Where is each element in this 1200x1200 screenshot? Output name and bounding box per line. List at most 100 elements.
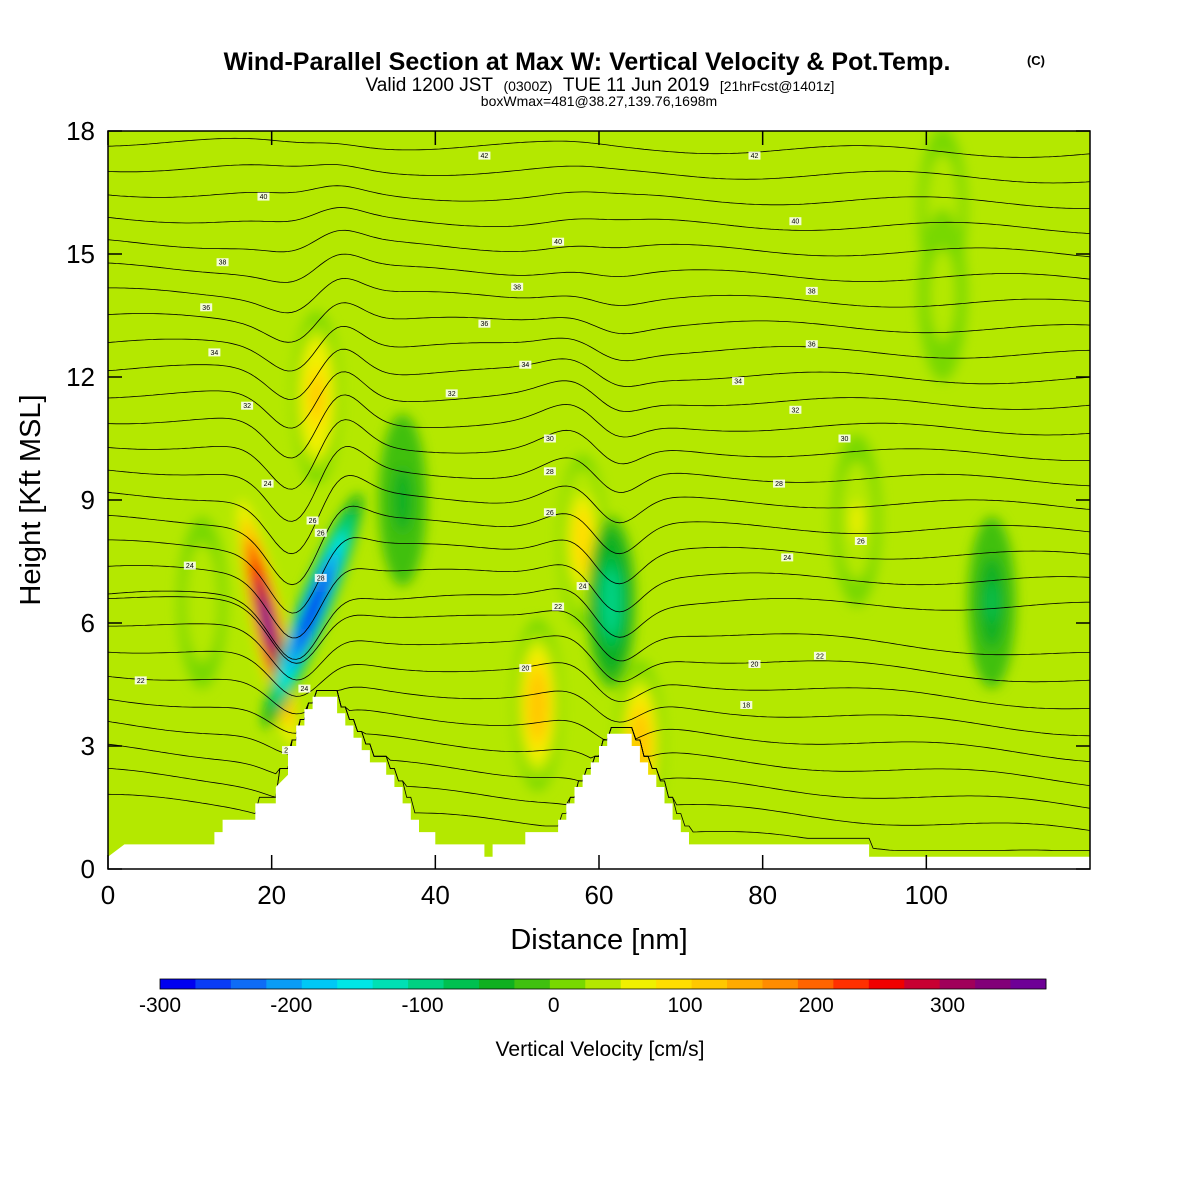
contour-label: 34 xyxy=(519,360,532,369)
contour-label-text: 24 xyxy=(783,555,791,562)
contour-line xyxy=(108,348,1090,400)
y-axis-label: Height [Kft MSL] xyxy=(15,394,47,605)
contour-label-text: 34 xyxy=(521,362,529,369)
colorbar-tick-label: -100 xyxy=(402,994,444,1017)
contour-label-text: 18 xyxy=(742,703,750,710)
colorbar-tick-label: 300 xyxy=(930,994,965,1017)
velocity-blob xyxy=(605,583,617,622)
contour-label: 34 xyxy=(732,377,745,386)
contour-label-bg xyxy=(519,664,532,673)
contour-line xyxy=(108,253,1090,283)
contour-line xyxy=(108,676,1090,737)
contour-label: 24 xyxy=(781,553,794,562)
contour-label-text: 36 xyxy=(808,342,816,349)
contour-label: 22 xyxy=(813,651,826,660)
colorbar-segment xyxy=(762,979,799,989)
contour-line xyxy=(108,371,1090,429)
velocity-blob xyxy=(260,597,275,649)
contour-label-bg xyxy=(478,151,491,160)
contour-label-bg xyxy=(805,340,818,349)
contour-line xyxy=(108,164,1090,184)
colorbar-segment xyxy=(443,979,480,989)
colorbar-segment xyxy=(656,979,693,989)
velocity-blob xyxy=(196,583,208,622)
contour-label-bg xyxy=(748,660,761,668)
x-tick-label: 40 xyxy=(421,880,450,910)
y-tick-label: 12 xyxy=(66,362,95,392)
contour-label-text: 24 xyxy=(264,481,272,488)
contour-label-text: 38 xyxy=(219,260,227,267)
velocity-blob xyxy=(311,378,323,417)
contour-label-bg xyxy=(314,528,327,537)
contour-label-text: 26 xyxy=(857,539,865,546)
contour-line xyxy=(108,474,1090,555)
contour-label-text: 30 xyxy=(841,436,849,443)
contour-label-text: 24 xyxy=(301,686,309,693)
contour-label-bg xyxy=(805,286,818,295)
contour-label-text: 20 xyxy=(751,662,759,669)
contour-line xyxy=(108,229,1090,258)
contour-line xyxy=(108,596,1090,664)
contour-label-text: 32 xyxy=(243,403,251,410)
contour-label: 28 xyxy=(314,573,327,582)
contour-label-text: 40 xyxy=(554,239,562,246)
colorbar-segment xyxy=(975,979,1012,989)
contour-label-text: 32 xyxy=(448,391,456,398)
subtitle-forecast: [21hrFcst@1401z] xyxy=(720,78,835,94)
contour-label: 24 xyxy=(261,479,274,488)
colorbar-segment xyxy=(833,979,870,989)
contour-label-text: 26 xyxy=(317,530,325,537)
contour-line xyxy=(108,419,1090,490)
contour-label-text: 22 xyxy=(816,653,824,660)
colorbar-segment xyxy=(160,979,196,989)
vertical-velocity-field xyxy=(178,131,1016,832)
velocity-blob xyxy=(576,521,589,561)
contour-line xyxy=(108,505,1090,586)
contour-label: 38 xyxy=(216,258,229,267)
contour-line xyxy=(108,537,1090,614)
contour-label: 36 xyxy=(805,340,818,349)
contour-label-text: 30 xyxy=(546,436,554,443)
contour-label: 22 xyxy=(134,676,147,685)
contour-label-bg xyxy=(257,192,270,201)
contour-label: 42 xyxy=(478,151,491,160)
colorbar-segment xyxy=(549,979,586,989)
contour-labels: 42 42 40 40 40 38 38 38 36 36 36 34 34 34 32 32 32 30 30 28… xyxy=(134,151,867,755)
contour-label: 42 xyxy=(748,151,761,160)
contour-label: 22 xyxy=(552,602,565,611)
contour-label: 32 xyxy=(789,405,802,414)
contour-label-text: 26 xyxy=(546,510,554,517)
contour-label-bg xyxy=(552,237,565,246)
contour-label-text: 24 xyxy=(579,584,587,591)
velocity-blob xyxy=(986,583,998,622)
colorbar-tick-label: 0 xyxy=(548,994,560,1017)
contour-label-bg xyxy=(519,360,532,369)
y-tick-label: 15 xyxy=(66,239,95,269)
contour-label-text: 36 xyxy=(481,321,489,328)
contour-label-text: 28 xyxy=(775,481,783,488)
potential-temperature-contours xyxy=(108,137,1090,851)
colorbar-tick-label: 200 xyxy=(799,994,834,1017)
colorbar-segment xyxy=(230,979,267,989)
subtitle-utc: (0300Z) xyxy=(503,78,552,94)
colorbar-segment xyxy=(266,979,303,989)
contour-line xyxy=(108,207,1090,234)
subtitle-valid: Valid 1200 JST xyxy=(366,75,494,96)
contour-label-text: 38 xyxy=(808,288,816,295)
colorbar-title: Vertical Velocity [cm/s] xyxy=(496,1038,705,1061)
contour-label-text: 20 xyxy=(521,666,529,673)
colorbar-tick-label: -200 xyxy=(270,994,312,1017)
contour-label: 28 xyxy=(773,479,786,488)
x-axis-label: Distance [nm] xyxy=(510,924,687,956)
contour-label-bg xyxy=(813,651,826,660)
chart-title: Wind-Parallel Section at Max W: Vertical… xyxy=(224,48,951,76)
contour-label-bg xyxy=(543,508,556,517)
x-axis: 0 20 40 60 80 100 xyxy=(101,131,948,910)
colorbar-segment xyxy=(585,979,622,989)
contour-label: 40 xyxy=(257,192,270,201)
velocity-blob xyxy=(396,480,409,520)
colorbar-segment xyxy=(408,979,445,989)
contour-label-bg xyxy=(261,479,274,488)
